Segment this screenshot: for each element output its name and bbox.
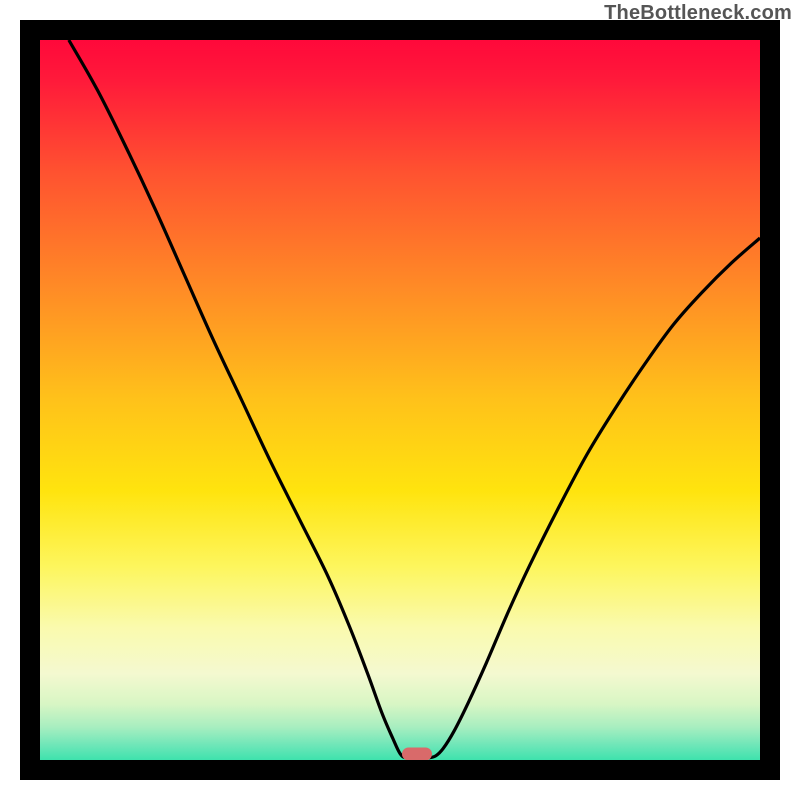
bottleneck-chart: TheBottleneck.com	[0, 0, 800, 800]
attribution-text: TheBottleneck.com	[604, 2, 792, 25]
plot-area	[20, 20, 780, 780]
plot-frame	[20, 20, 780, 780]
